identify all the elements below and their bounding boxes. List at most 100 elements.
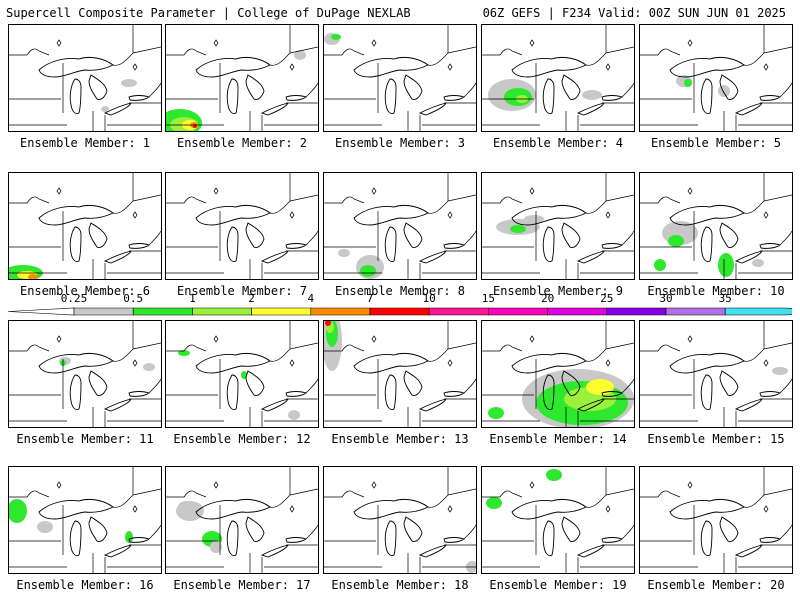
ensemble-member-label: Ensemble Member: 5 [650, 136, 782, 150]
lake-outline [285, 391, 307, 397]
scp-shading [752, 259, 764, 267]
lake-outline [103, 544, 132, 558]
lake-outline [403, 74, 423, 100]
lake-marker [447, 359, 453, 367]
ensemble-member-label: Ensemble Member: 17 [173, 578, 311, 592]
lake-outline [700, 226, 713, 262]
lake-outline [759, 95, 781, 101]
boundary-line [605, 488, 634, 496]
map-svg [324, 321, 476, 427]
ensemble-member-map [481, 466, 635, 574]
lake-outline [69, 374, 82, 410]
lake-outline [103, 398, 132, 412]
ensemble-member-label: Ensemble Member: 15 [647, 432, 785, 446]
scp-shading [241, 371, 247, 379]
lake-marker [132, 211, 138, 219]
scp-shading [488, 407, 504, 419]
lake-marker [371, 187, 377, 195]
lake-outline [443, 243, 465, 249]
lake-marker [213, 39, 219, 47]
ensemble-member-label: Ensemble Member: 4 [492, 136, 624, 150]
lake-marker [371, 335, 377, 343]
boundary-line [269, 467, 291, 508]
boundary-line [132, 488, 161, 496]
boundary-line [447, 342, 476, 350]
lake-outline [103, 102, 132, 116]
colorbar-segment [428, 307, 489, 316]
lake-outline [669, 352, 745, 374]
lake-marker [132, 505, 138, 513]
lake-outline [260, 398, 289, 412]
lake-outline [195, 204, 271, 226]
scp-shading [582, 90, 602, 100]
boundary-line [585, 467, 607, 508]
boundary-line [112, 321, 134, 362]
lake-outline [601, 391, 623, 397]
boundary-line [324, 490, 365, 498]
boundary-line [9, 490, 50, 498]
map-svg [166, 321, 318, 427]
lake-outline [88, 370, 108, 396]
scp-shading [178, 501, 194, 513]
lake-marker [529, 39, 535, 47]
ensemble-member-map [323, 320, 477, 428]
lake-outline [353, 56, 429, 78]
lake-outline [353, 352, 429, 374]
lake-outline [128, 391, 150, 397]
colorbar-tick-label: 0.5 [123, 292, 144, 305]
boundary-line [447, 488, 476, 496]
lake-outline [38, 204, 114, 226]
ensemble-member-label: Ensemble Member: 10 [647, 284, 785, 298]
lake-marker [213, 335, 219, 343]
scp-shading [654, 259, 666, 271]
boundary-line [166, 48, 207, 56]
lake-marker [687, 481, 693, 489]
scp-shading [143, 363, 155, 371]
lake-outline [285, 537, 307, 543]
lake-outline [353, 204, 429, 226]
colorbar-segment [547, 307, 608, 316]
boundary-line [324, 48, 365, 56]
map-svg [482, 321, 634, 427]
ensemble-member-label: Ensemble Member: 7 [176, 284, 308, 298]
boundary-line [148, 230, 161, 246]
colorbar-segment [310, 307, 371, 316]
boundary-line [324, 196, 365, 204]
lake-marker [529, 187, 535, 195]
lake-outline [226, 78, 239, 114]
lake-outline [245, 516, 265, 542]
lake-outline [285, 95, 307, 101]
colorbar: 0.25 0.5 1 2 4 7 10 15 20 25 30 35 [7, 292, 800, 322]
boundary-line [779, 230, 792, 246]
boundary-line [289, 194, 318, 202]
boundary-line [305, 378, 318, 394]
ensemble-member-label: Ensemble Member: 11 [16, 432, 154, 446]
lake-outline [195, 498, 271, 520]
colorbar-low-end [7, 307, 75, 316]
lake-marker [213, 481, 219, 489]
boundary-line [132, 342, 161, 350]
lake-outline [195, 56, 271, 78]
ensemble-member-map [639, 24, 793, 132]
boundary-line [763, 488, 792, 496]
run-info: 06Z GEFS | F234 Valid: 00Z SUN JUN 01 20… [482, 6, 786, 20]
ensemble-member-label: Ensemble Member: 8 [334, 284, 466, 298]
map-svg [482, 25, 634, 131]
scp-shading [178, 350, 190, 356]
map-svg [9, 467, 161, 573]
lake-marker [289, 359, 295, 367]
map-svg [482, 467, 634, 573]
boundary-line [605, 46, 634, 54]
lake-outline [601, 243, 623, 249]
lake-outline [103, 250, 132, 264]
ensemble-member-label: Ensemble Member: 3 [334, 136, 466, 150]
lake-marker [213, 187, 219, 195]
colorbar-tick-label: 10 [422, 292, 436, 305]
boundary-line [427, 25, 449, 66]
ensemble-member-map [323, 466, 477, 574]
scp-shading [37, 521, 53, 533]
scp-shading [325, 321, 331, 326]
ensemble-member-map [639, 172, 793, 280]
colorbar-tick-label: 35 [718, 292, 732, 305]
scp-shading [486, 497, 502, 509]
